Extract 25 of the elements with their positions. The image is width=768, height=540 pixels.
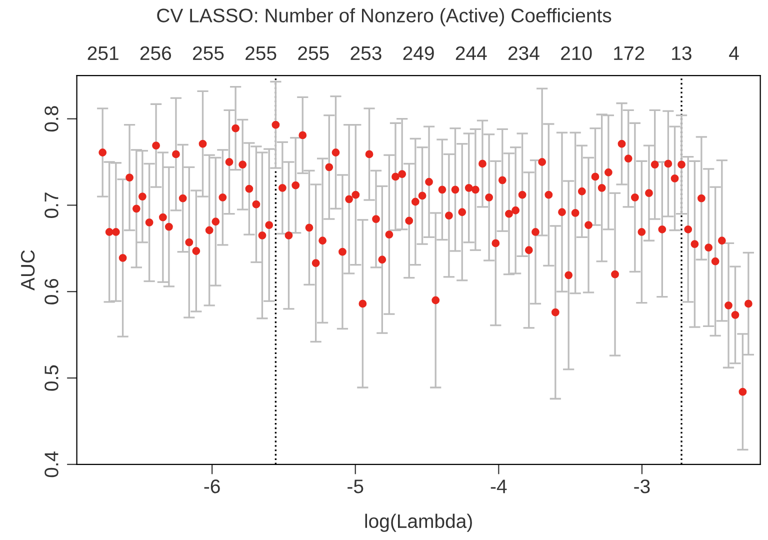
- x-tick-label: -4: [490, 480, 507, 494]
- chart-title: CV LASSO: Number of Nonzero (Active) Coefficients: [157, 8, 612, 26]
- text: 253: [350, 46, 382, 60]
- x-tick-label: -6: [204, 479, 220, 494]
- text: 210: [561, 46, 592, 60]
- text: 234: [508, 46, 540, 60]
- text: 172: [614, 46, 644, 60]
- x-tick-label: -3: [634, 479, 650, 494]
- y-tick-label: 0.8: [44, 106, 58, 132]
- text: 4: [729, 46, 739, 60]
- text: 256: [140, 46, 172, 60]
- text: 249: [403, 46, 434, 60]
- text: 13: [672, 46, 692, 60]
- text: 251: [88, 46, 118, 60]
- x-tick-label: -5: [348, 480, 364, 494]
- text: 255: [246, 46, 276, 60]
- x-axis-title: log(Lambda): [365, 514, 472, 532]
- text: 244: [456, 46, 487, 60]
- y-tick-label: 0.7: [44, 192, 58, 218]
- y-axis-title: AUC: [20, 250, 35, 290]
- text: 255: [193, 46, 224, 60]
- y-tick-label: 0.5: [44, 365, 58, 391]
- y-tick-label: 0.4: [44, 451, 58, 478]
- y-tick-label: 0.6: [44, 278, 58, 304]
- text: 255: [298, 46, 329, 60]
